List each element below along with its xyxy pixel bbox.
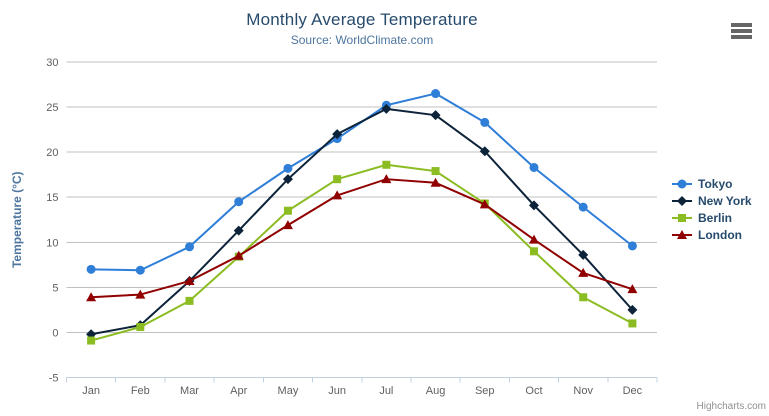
data-point-london[interactable]	[86, 292, 97, 302]
legend-label: London	[698, 227, 742, 242]
data-point-new-york[interactable]	[332, 129, 343, 140]
legend-item-london[interactable]: London	[671, 226, 752, 243]
data-point-tokyo[interactable]	[431, 89, 441, 99]
y-axis-label: 30	[46, 57, 58, 69]
series-line-london	[90, 178, 634, 299]
data-point-tokyo[interactable]	[234, 197, 244, 207]
legend-marker	[677, 195, 687, 206]
data-point-london[interactable]	[578, 267, 589, 277]
circle-marker-icon	[672, 179, 692, 188]
diamond-marker-icon	[672, 195, 692, 206]
data-point-london[interactable]	[233, 250, 244, 260]
y-axis-label: 25	[46, 102, 58, 114]
legend-marker	[677, 229, 687, 239]
chart-title: Monthly Average Temperature	[246, 10, 478, 29]
data-point-berlin[interactable]	[431, 167, 440, 176]
data-point-berlin[interactable]	[628, 319, 637, 328]
data-point-new-york[interactable]	[233, 225, 244, 236]
series-line-berlin	[90, 163, 634, 342]
data-point-new-york[interactable]	[282, 174, 293, 185]
credits-link[interactable]: Highcharts.com	[696, 401, 766, 412]
data-point-london[interactable]	[528, 234, 539, 244]
series-line-new-york	[90, 107, 634, 336]
x-axis-label: Jan	[82, 385, 100, 397]
data-point-london[interactable]	[627, 284, 638, 294]
data-point-berlin[interactable]	[136, 323, 145, 332]
data-point-london[interactable]	[135, 289, 146, 299]
chart-subtitle: Source: WorldClimate.com	[290, 33, 434, 47]
data-point-tokyo[interactable]	[185, 242, 195, 252]
data-point-berlin[interactable]	[579, 293, 588, 302]
y-axis-label: 5	[52, 282, 58, 294]
data-point-tokyo[interactable]	[480, 117, 490, 127]
x-axis-label: Aug	[426, 385, 446, 397]
data-point-london[interactable]	[184, 276, 195, 286]
x-axis-label: Oct	[525, 385, 542, 397]
y-axis-label: 15	[46, 192, 58, 204]
triangle-marker-icon	[672, 229, 692, 239]
data-point-berlin[interactable]	[283, 206, 292, 215]
data-point-london[interactable]	[282, 220, 293, 230]
legend-label: Berlin	[698, 210, 733, 225]
data-point-london[interactable]	[430, 177, 441, 187]
legend-item-berlin[interactable]: Berlin	[671, 209, 752, 226]
y-axis-label: 0	[52, 327, 58, 339]
data-point-berlin[interactable]	[529, 247, 538, 256]
series-line-tokyo	[90, 92, 634, 272]
data-point-new-york[interactable]	[578, 249, 589, 260]
x-axis-label: Feb	[131, 385, 150, 397]
data-point-berlin[interactable]	[87, 336, 96, 345]
x-axis-label: Mar	[180, 385, 199, 397]
y-axis-label: -5	[49, 373, 59, 385]
data-point-london[interactable]	[479, 199, 490, 209]
data-point-tokyo[interactable]	[135, 265, 145, 275]
x-axis-label: May	[278, 385, 299, 397]
square-marker-icon	[672, 213, 692, 222]
x-axis-label: Jun	[328, 385, 346, 397]
data-point-tokyo[interactable]	[86, 264, 96, 274]
y-axis-title: Temperature (°C)	[10, 171, 24, 268]
data-point-london[interactable]	[381, 174, 392, 184]
legend-item-new-york[interactable]: New York	[671, 192, 752, 209]
data-point-new-york[interactable]	[627, 304, 638, 315]
hamburger-icon	[731, 23, 752, 39]
x-axis-label: Nov	[573, 385, 593, 397]
x-axis-label: Jul	[379, 385, 393, 397]
data-point-new-york[interactable]	[381, 103, 392, 114]
data-point-berlin[interactable]	[333, 175, 342, 184]
legend-label: Tokyo	[698, 176, 733, 191]
x-axis-label: Apr	[230, 385, 247, 397]
data-point-tokyo[interactable]	[529, 162, 539, 172]
data-point-tokyo[interactable]	[283, 163, 293, 173]
legend: Tokyo New York Berlin London	[671, 175, 752, 243]
y-axis-label: 20	[46, 147, 58, 159]
legend-label: New York	[698, 193, 752, 208]
data-point-new-york[interactable]	[479, 146, 490, 157]
data-point-new-york[interactable]	[528, 200, 539, 211]
data-point-berlin[interactable]	[382, 160, 391, 169]
legend-marker	[677, 179, 687, 188]
x-axis-label: Dec	[623, 385, 643, 397]
export-menu-button[interactable]	[729, 21, 754, 42]
data-point-tokyo[interactable]	[627, 241, 637, 251]
legend-item-tokyo[interactable]: Tokyo	[671, 175, 752, 192]
data-point-berlin[interactable]	[185, 296, 194, 305]
y-axis-label: 10	[46, 237, 58, 249]
legend-marker	[678, 213, 686, 222]
data-point-new-york[interactable]	[430, 110, 441, 121]
x-axis-label: Sep	[475, 385, 495, 397]
data-point-tokyo[interactable]	[578, 202, 588, 212]
data-point-london[interactable]	[332, 190, 343, 200]
